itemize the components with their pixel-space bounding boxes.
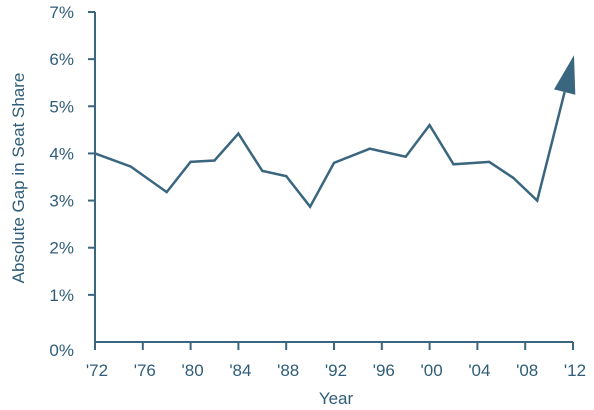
y-tick-label: 5% xyxy=(49,97,74,116)
data-point xyxy=(332,161,336,165)
data-point xyxy=(237,132,240,135)
series-line xyxy=(94,91,566,209)
data-point xyxy=(129,165,132,168)
y-tick-label: 3% xyxy=(49,192,74,211)
data-point xyxy=(213,159,216,162)
data-point xyxy=(488,160,491,164)
data-point xyxy=(261,169,264,173)
x-tick-label: '08 xyxy=(516,361,538,380)
x-tick-label: '80 xyxy=(182,361,204,380)
x-tick-label: '76 xyxy=(134,361,156,380)
x-tick-label: '84 xyxy=(229,361,251,380)
data-point xyxy=(512,176,515,180)
chart-axes: 0% 1% 2% 3% 4% 5% 6% 7% '72 '76 '80 '84 '88 '92 '96 '00… xyxy=(49,3,586,380)
data-point xyxy=(428,123,431,127)
data-point xyxy=(571,57,575,61)
plot-area xyxy=(93,55,576,209)
y-tick-label: 6% xyxy=(49,50,74,69)
x-tick-label: '88 xyxy=(277,361,299,380)
x-tick-label: '96 xyxy=(373,361,395,380)
data-point xyxy=(93,152,97,155)
data-point xyxy=(165,190,168,194)
data-point xyxy=(189,160,192,164)
data-point xyxy=(452,163,455,166)
data-point xyxy=(404,155,407,158)
y-tick-label: 7% xyxy=(49,3,74,22)
y-tick-label: 1% xyxy=(49,286,74,305)
y-tick-label: 4% xyxy=(49,144,74,163)
x-tick-label: '72 xyxy=(86,361,108,380)
x-axis-title: Year xyxy=(319,389,354,408)
x-tick-label: '12 xyxy=(564,361,586,380)
data-point xyxy=(536,199,539,202)
data-point xyxy=(368,147,371,150)
x-tick-label: '00 xyxy=(421,361,443,380)
data-point xyxy=(308,205,312,208)
y-tick-label: 0% xyxy=(49,341,74,360)
series-end-arrow xyxy=(554,55,576,95)
x-tick-label: '92 xyxy=(325,361,347,380)
y-tick-label: 2% xyxy=(49,239,74,258)
data-point xyxy=(285,174,288,178)
x-tick-label: '04 xyxy=(468,361,490,380)
y-axis-title: Absolute Gap in Seat Share xyxy=(9,73,28,284)
